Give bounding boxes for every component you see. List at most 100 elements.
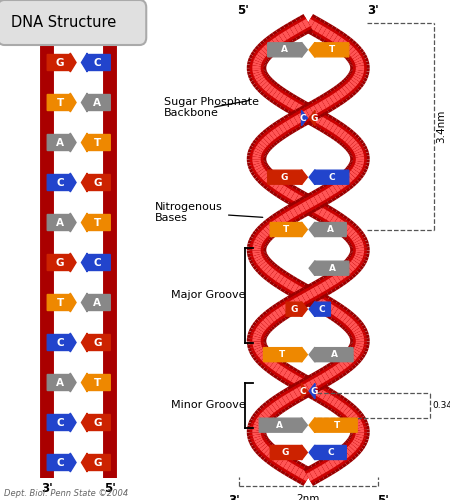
FancyArrow shape xyxy=(47,133,76,152)
FancyArrow shape xyxy=(264,347,307,362)
Text: G: G xyxy=(280,172,288,182)
Text: T: T xyxy=(94,218,101,228)
FancyArrow shape xyxy=(81,293,110,312)
Text: 3': 3' xyxy=(104,24,116,36)
Text: C: C xyxy=(319,304,325,314)
FancyArrow shape xyxy=(268,42,307,58)
Text: A: A xyxy=(331,350,338,359)
Text: G: G xyxy=(93,458,102,468)
Text: 0.34nm: 0.34nm xyxy=(432,400,450,409)
FancyArrow shape xyxy=(47,373,76,392)
Text: 3.4nm: 3.4nm xyxy=(436,110,446,143)
FancyArrow shape xyxy=(309,347,353,362)
FancyArrow shape xyxy=(286,302,307,316)
Text: G: G xyxy=(291,304,298,314)
FancyArrow shape xyxy=(47,453,76,472)
Text: G: G xyxy=(93,338,102,347)
FancyArrow shape xyxy=(47,293,76,312)
FancyArrow shape xyxy=(81,133,110,152)
FancyArrow shape xyxy=(309,222,346,237)
Text: A: A xyxy=(329,264,336,272)
Text: A: A xyxy=(56,378,64,388)
Text: 5': 5' xyxy=(237,4,249,16)
Text: C: C xyxy=(94,258,101,268)
Text: 2nm: 2nm xyxy=(297,494,320,500)
Text: A: A xyxy=(56,138,64,147)
Text: T: T xyxy=(57,98,64,108)
FancyArrow shape xyxy=(309,384,315,398)
FancyArrow shape xyxy=(259,418,307,432)
Text: C: C xyxy=(56,178,64,188)
FancyArrow shape xyxy=(81,333,110,352)
Text: C: C xyxy=(328,448,334,457)
Text: G: G xyxy=(56,258,64,268)
FancyArrow shape xyxy=(302,384,307,398)
Text: A: A xyxy=(56,218,64,228)
FancyArrow shape xyxy=(81,413,110,432)
Text: T: T xyxy=(94,378,101,388)
Text: 5': 5' xyxy=(377,494,388,500)
Text: 5': 5' xyxy=(104,482,116,496)
Text: A: A xyxy=(281,46,288,54)
Text: G: G xyxy=(282,448,289,457)
FancyArrow shape xyxy=(47,333,76,352)
Text: T: T xyxy=(94,138,101,147)
FancyArrow shape xyxy=(81,53,110,72)
FancyArrow shape xyxy=(81,213,110,232)
FancyArrow shape xyxy=(268,170,307,184)
FancyArrow shape xyxy=(309,110,315,126)
Text: C: C xyxy=(94,58,101,68)
Text: 3': 3' xyxy=(228,494,240,500)
Text: 3': 3' xyxy=(368,4,379,16)
FancyArrow shape xyxy=(309,42,349,58)
FancyArrow shape xyxy=(47,213,76,232)
Text: T: T xyxy=(334,420,340,430)
Text: T: T xyxy=(279,350,285,359)
FancyArrow shape xyxy=(47,53,76,72)
Text: 5': 5' xyxy=(41,24,53,36)
Text: C: C xyxy=(56,458,64,468)
Text: A: A xyxy=(93,298,101,308)
Text: T: T xyxy=(329,46,335,54)
Text: T: T xyxy=(283,225,289,234)
Text: A: A xyxy=(276,420,283,430)
Text: Major Groove: Major Groove xyxy=(171,290,246,300)
FancyArrow shape xyxy=(309,260,349,276)
Text: C: C xyxy=(56,418,64,428)
Text: A: A xyxy=(328,225,334,234)
FancyArrow shape xyxy=(81,253,110,272)
FancyArrow shape xyxy=(47,253,76,272)
FancyArrow shape xyxy=(47,413,76,432)
Text: C: C xyxy=(56,338,64,347)
Text: G: G xyxy=(93,418,102,428)
Text: C: C xyxy=(299,386,306,396)
FancyArrow shape xyxy=(47,93,76,112)
Text: C: C xyxy=(299,114,306,122)
Text: A: A xyxy=(93,98,101,108)
Text: G: G xyxy=(310,386,317,396)
FancyArrow shape xyxy=(81,453,110,472)
Text: T: T xyxy=(57,298,64,308)
FancyArrow shape xyxy=(309,302,330,316)
Text: Dept. Biol. Penn State ©2004: Dept. Biol. Penn State ©2004 xyxy=(4,488,129,498)
Text: G: G xyxy=(93,178,102,188)
Text: Nitrogenous
Bases: Nitrogenous Bases xyxy=(155,202,263,224)
FancyArrow shape xyxy=(81,373,110,392)
Text: Sugar Phosphate
Backbone: Sugar Phosphate Backbone xyxy=(164,96,259,118)
Text: G: G xyxy=(310,114,317,122)
Text: G: G xyxy=(56,58,64,68)
Text: C: C xyxy=(329,172,336,182)
FancyArrow shape xyxy=(81,93,110,112)
FancyArrow shape xyxy=(309,418,357,432)
FancyArrow shape xyxy=(47,173,76,192)
FancyArrow shape xyxy=(81,173,110,192)
Text: Minor Groove: Minor Groove xyxy=(171,400,246,410)
FancyArrow shape xyxy=(309,445,346,460)
Text: 3': 3' xyxy=(41,482,53,496)
FancyBboxPatch shape xyxy=(0,0,146,45)
Text: DNA Structure: DNA Structure xyxy=(11,15,117,30)
FancyArrow shape xyxy=(270,445,307,460)
FancyArrow shape xyxy=(270,222,307,237)
FancyArrow shape xyxy=(302,110,307,126)
FancyArrow shape xyxy=(309,170,349,184)
